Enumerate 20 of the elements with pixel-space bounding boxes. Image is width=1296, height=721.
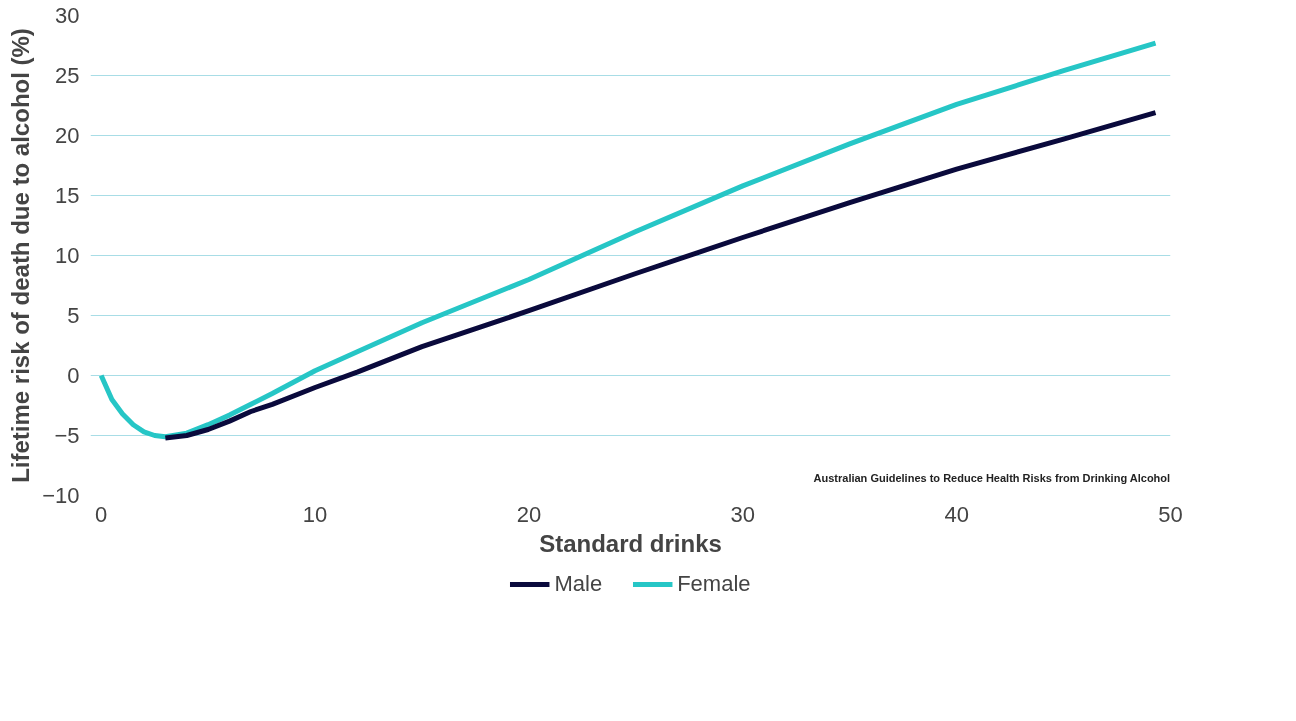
- x-tick-label: 30: [730, 501, 756, 527]
- y-tick-label: 0: [67, 363, 80, 388]
- y-tick-label: 25: [55, 63, 80, 88]
- y-tick-label: −5: [54, 423, 80, 448]
- legend-label: Male: [554, 571, 603, 597]
- y-tick-label: −10: [42, 483, 80, 508]
- y-tick-label: 5: [67, 303, 80, 328]
- y-tick-label: 15: [55, 183, 80, 208]
- x-axis-title: Standard drinks: [539, 529, 722, 557]
- x-tick-label: 40: [944, 501, 969, 527]
- y-tick-label: 20: [55, 123, 80, 148]
- x-tick-label: 10: [302, 501, 328, 527]
- y-tick-label: 30: [55, 3, 80, 28]
- x-tick-label: 0: [95, 501, 108, 527]
- annotation: Australian Guidelines to Reduce Health Risks from Drinking Alcohol: [813, 471, 1171, 484]
- x-tick-label: 20: [516, 501, 542, 527]
- x-tick-label: 50: [1158, 501, 1183, 527]
- y-axis-title: Lifetime risk of death due to alcohol (%): [7, 28, 35, 483]
- y-tick-label: 10: [55, 243, 80, 268]
- legend-label: Female: [677, 571, 751, 597]
